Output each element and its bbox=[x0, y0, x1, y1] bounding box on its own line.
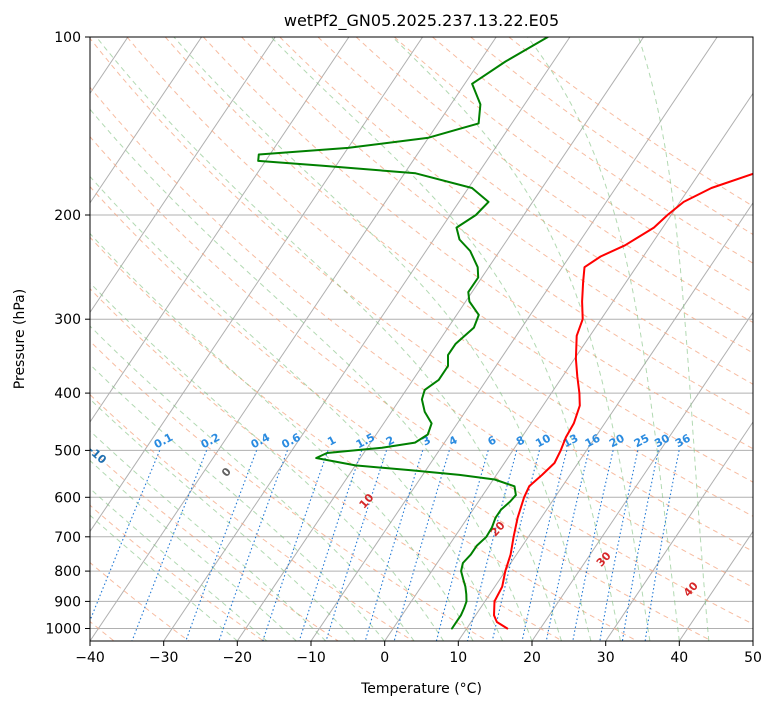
plot-area: -100-90-80-70-60-50-40-30-20-10010203040… bbox=[90, 37, 753, 641]
moist-adiabat-36 bbox=[392, 37, 651, 641]
y-tick-label: 800 bbox=[54, 564, 81, 580]
mixing-ratio-0.4 bbox=[185, 450, 258, 641]
axes: −40 −30 −20 −10 0 10 20 30 40 50 100 200 300 400 500 60… bbox=[45, 30, 762, 666]
y-tick-label: 700 bbox=[54, 530, 81, 546]
moist-adiabat-0 bbox=[90, 363, 386, 641]
x-tick-label: 30 bbox=[597, 650, 615, 666]
mixing-ratio-10 bbox=[491, 450, 540, 641]
isotherm-0 bbox=[384, 92, 753, 641]
dry-adiabat-70 bbox=[90, 37, 753, 552]
dry-adiabat--10 bbox=[90, 448, 339, 641]
y-tick-label: 600 bbox=[54, 490, 81, 506]
mixing-ratio-label: 10 bbox=[533, 431, 553, 450]
moist-adiabats bbox=[90, 37, 710, 641]
dry-adiabat-140 bbox=[355, 37, 753, 324]
mixing-ratio-0.1 bbox=[90, 450, 161, 623]
skewed-isotherms bbox=[90, 37, 753, 641]
y-tick-label: 1000 bbox=[45, 622, 81, 638]
dry-adiabat-160 bbox=[432, 37, 753, 264]
dry-adiabats bbox=[90, 37, 753, 641]
isotherm-10 bbox=[457, 202, 753, 641]
moist-adiabat--4 bbox=[90, 398, 356, 641]
dry-adiabat-0 bbox=[90, 393, 414, 641]
mixing-ratio-16 bbox=[545, 450, 590, 641]
moist-adiabat-12 bbox=[90, 232, 474, 641]
dry-adiabat-20 bbox=[90, 288, 563, 641]
isotherm--60 bbox=[90, 37, 350, 423]
moist-adiabat--16 bbox=[90, 487, 268, 641]
x-tick-label: 40 bbox=[670, 650, 688, 666]
moist-adiabat-16 bbox=[90, 175, 503, 641]
x-tick-label: −10 bbox=[296, 650, 326, 666]
moist-adiabat-44 bbox=[638, 37, 710, 641]
moist-adiabat-40 bbox=[527, 37, 680, 641]
x-tick-label: 0 bbox=[380, 650, 389, 666]
x-tick-label: −30 bbox=[149, 650, 179, 666]
isotherm-20 bbox=[531, 311, 753, 641]
mixing-ratio-label: 36 bbox=[673, 431, 693, 450]
dry-adiabat-110 bbox=[241, 37, 753, 417]
mixing-ratio-25 bbox=[599, 450, 639, 641]
moist-adiabat-32 bbox=[270, 37, 621, 641]
mixing-ratio-30 bbox=[621, 450, 659, 641]
isotherm--30 bbox=[163, 37, 571, 641]
dewpoint-profile bbox=[257, 37, 549, 630]
dry-adiabat-30 bbox=[90, 236, 638, 641]
dry-adiabat-40 bbox=[90, 185, 712, 641]
mixing-ratio-label: 25 bbox=[632, 432, 652, 451]
moist-adiabat--12 bbox=[90, 459, 297, 641]
y-tick-label: 400 bbox=[54, 386, 81, 402]
mixing-ratio-0.2 bbox=[131, 450, 208, 641]
dry-adiabat--20 bbox=[90, 504, 264, 641]
mixing-ratio-2 bbox=[325, 450, 388, 641]
dry-adiabat-170 bbox=[470, 37, 753, 236]
mixing-ratio-1 bbox=[262, 450, 329, 641]
mixing-ratio-label: 20 bbox=[607, 431, 627, 450]
dry-adiabat-60 bbox=[90, 86, 753, 588]
moist-adiabat-20 bbox=[90, 108, 533, 641]
mixing-ratio-label: 16 bbox=[583, 431, 603, 450]
temperature-profile bbox=[493, 172, 753, 630]
y-tick-label: 300 bbox=[54, 312, 81, 328]
mixing-ratio-36 bbox=[644, 450, 680, 641]
y-tick-label: 100 bbox=[54, 30, 81, 46]
isotherm-30 bbox=[605, 421, 753, 641]
isotherm--50 bbox=[90, 37, 424, 533]
mixing-ratio-3 bbox=[364, 450, 424, 641]
isotherm-40 bbox=[678, 530, 753, 641]
plot-frame bbox=[89, 36, 754, 642]
dry-adiabat-120 bbox=[279, 37, 753, 385]
dry-adiabat-90 bbox=[164, 37, 753, 483]
y-tick-label: 500 bbox=[54, 443, 81, 459]
dry-adiabat-10 bbox=[90, 340, 488, 641]
sounding-profiles bbox=[257, 37, 753, 630]
mixing-ratio-label: 30 bbox=[652, 431, 672, 450]
moist-adiabat--20 bbox=[90, 514, 238, 641]
chart-title: wetPf2_GN05.2025.237.13.22.E05 bbox=[284, 11, 559, 31]
y-axis-label: Pressure (hPa) bbox=[12, 289, 28, 389]
x-tick-label: 10 bbox=[449, 650, 467, 666]
isotherm--70 bbox=[90, 37, 276, 314]
x-tick-label: 50 bbox=[744, 650, 762, 666]
isotherm--20 bbox=[236, 37, 645, 641]
y-tick-label: 900 bbox=[54, 594, 81, 610]
mixing-ratio-13 bbox=[521, 450, 568, 641]
mixing-ratio-20 bbox=[572, 450, 614, 641]
isotherm--10 bbox=[310, 37, 718, 641]
mixing-ratio-lines bbox=[90, 450, 680, 641]
x-tick-label: −40 bbox=[75, 650, 105, 666]
x-tick-label: 20 bbox=[523, 650, 541, 666]
x-tick-label: −20 bbox=[223, 650, 253, 666]
moist-adiabat-24 bbox=[96, 37, 562, 641]
mixing-ratio-6 bbox=[435, 450, 489, 641]
mixing-ratio-8 bbox=[466, 450, 518, 641]
mixing-ratio-4 bbox=[393, 450, 450, 641]
x-axis-label: Temperature (°C) bbox=[360, 681, 482, 697]
y-tick-label: 200 bbox=[54, 208, 81, 224]
